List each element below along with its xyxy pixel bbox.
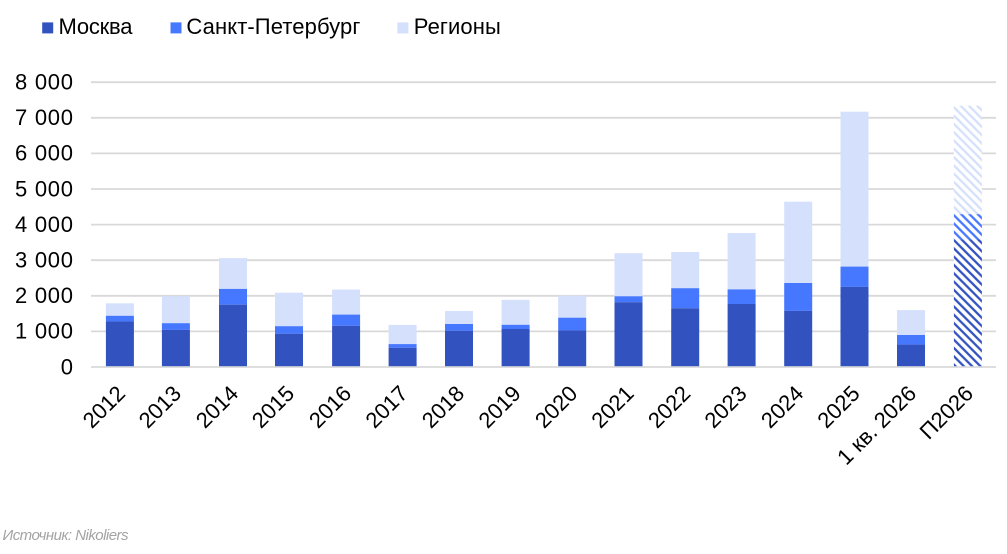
svg-text:2016: 2016	[304, 381, 356, 433]
svg-text:7 000: 7 000	[15, 105, 73, 130]
svg-text:Источник: Nikoliers: Источник: Nikoliers	[3, 527, 130, 544]
svg-text:3 000: 3 000	[15, 248, 73, 273]
svg-text:2019: 2019	[473, 381, 525, 433]
svg-text:2018: 2018	[417, 381, 469, 433]
svg-text:Санкт-Петербург: Санкт-Петербург	[186, 14, 360, 39]
svg-text:2012: 2012	[78, 381, 130, 433]
svg-text:П2026: П2026	[915, 381, 978, 444]
svg-text:6 000: 6 000	[15, 141, 73, 166]
svg-text:2024: 2024	[756, 381, 808, 433]
svg-text:0: 0	[61, 354, 73, 379]
svg-text:2 000: 2 000	[15, 283, 73, 308]
svg-text:2017: 2017	[360, 381, 412, 433]
svg-text:Москва: Москва	[59, 14, 134, 39]
svg-text:2020: 2020	[530, 381, 582, 433]
svg-text:2015: 2015	[247, 381, 299, 433]
svg-text:5 000: 5 000	[15, 176, 73, 201]
svg-text:4 000: 4 000	[15, 212, 73, 237]
svg-text:8 000: 8 000	[15, 70, 73, 95]
svg-text:Регионы: Регионы	[414, 14, 501, 39]
svg-text:2023: 2023	[699, 381, 751, 433]
svg-text:2013: 2013	[134, 381, 186, 433]
svg-text:2025: 2025	[812, 381, 864, 433]
svg-text:1 000: 1 000	[15, 319, 73, 344]
svg-text:2014: 2014	[191, 381, 243, 433]
svg-text:2021: 2021	[586, 381, 638, 433]
svg-text:2022: 2022	[643, 381, 695, 433]
